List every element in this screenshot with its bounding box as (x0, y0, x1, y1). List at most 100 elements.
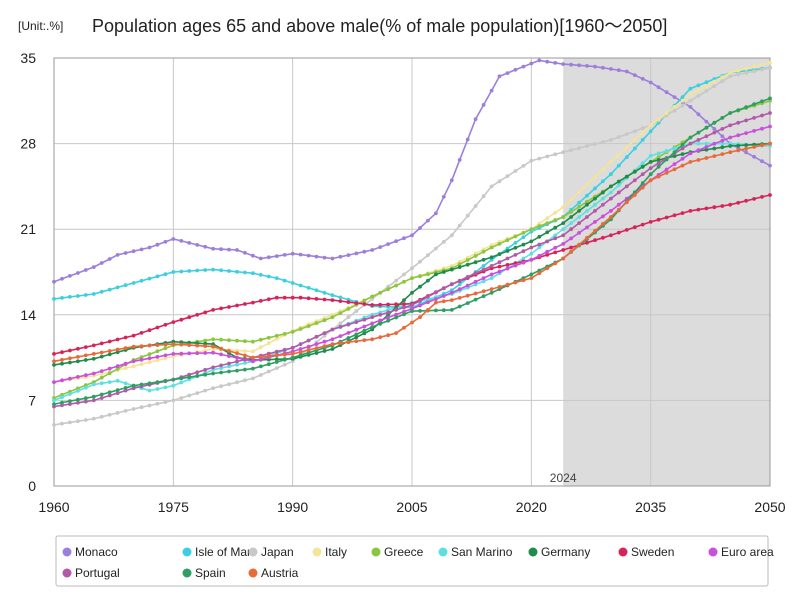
data-point (497, 179, 502, 184)
data-point (314, 334, 319, 339)
legend-marker (62, 568, 72, 578)
data-point (752, 116, 756, 120)
data-point (107, 380, 112, 384)
data-point (258, 273, 263, 277)
data-point (52, 359, 56, 364)
data-point (640, 161, 645, 166)
data-point (656, 161, 661, 166)
data-point (338, 295, 343, 300)
data-point (473, 204, 478, 208)
data-point (402, 272, 406, 277)
data-point (131, 383, 136, 388)
data-point (513, 253, 518, 257)
data-point (418, 259, 422, 264)
data-point (386, 310, 390, 315)
data-point (171, 398, 176, 403)
data-point (99, 372, 104, 376)
data-point (648, 153, 653, 158)
legend-label: Euro area (721, 545, 774, 559)
data-point (322, 339, 327, 344)
data-point (91, 398, 96, 403)
data-point (680, 103, 685, 108)
data-point (227, 305, 231, 309)
data-point (386, 318, 390, 323)
data-point (235, 248, 239, 252)
data-point (585, 199, 589, 204)
data-point (155, 358, 160, 363)
data-point (211, 308, 216, 312)
data-point (537, 234, 542, 239)
data-point (537, 58, 542, 63)
legend-label: Japan (261, 545, 294, 559)
data-point (473, 279, 478, 284)
data-point (736, 133, 741, 138)
data-point (266, 341, 271, 346)
data-point (426, 272, 430, 277)
data-point (155, 380, 160, 384)
data-point (314, 351, 319, 355)
data-point (664, 215, 669, 220)
data-point (243, 270, 247, 275)
data-point (624, 200, 629, 205)
data-point (290, 352, 295, 356)
data-point (290, 355, 295, 360)
data-point (577, 209, 581, 213)
data-point (704, 89, 709, 93)
data-point (601, 179, 605, 184)
data-point (243, 361, 247, 365)
data-point (354, 309, 359, 313)
data-point (720, 152, 725, 157)
data-point (553, 218, 558, 222)
legend-label: Austria (261, 566, 299, 580)
data-point (107, 393, 112, 398)
data-point (609, 196, 613, 201)
data-point (688, 151, 693, 156)
data-point (664, 157, 669, 162)
data-point (680, 95, 685, 99)
data-point (481, 276, 486, 280)
data-point (465, 283, 470, 288)
data-point (370, 303, 375, 307)
data-point (107, 352, 112, 357)
data-point (298, 347, 303, 351)
data-point (115, 337, 120, 342)
data-point (76, 419, 80, 424)
data-point (768, 141, 772, 146)
data-point (545, 253, 550, 257)
data-point (235, 355, 239, 360)
data-point (243, 357, 247, 362)
data-point (362, 324, 367, 329)
x-tick-label: 2020 (516, 499, 547, 515)
data-point (624, 174, 629, 179)
data-point (362, 298, 367, 303)
data-point (712, 146, 717, 151)
data-point (370, 337, 375, 342)
projection-year-label: 2024 (550, 471, 577, 485)
data-point (664, 149, 669, 153)
data-point (728, 202, 733, 207)
data-point (609, 138, 613, 142)
data-point (266, 369, 271, 374)
data-point (426, 308, 430, 312)
data-point (752, 145, 756, 149)
data-point (322, 333, 327, 338)
data-point (386, 333, 390, 338)
data-point (696, 148, 701, 153)
data-point (760, 113, 764, 118)
data-point (457, 262, 462, 267)
data-point (68, 348, 72, 353)
data-point (243, 339, 247, 344)
data-point (616, 163, 621, 168)
data-point (513, 263, 518, 268)
data-point (553, 152, 558, 157)
data-point (131, 249, 136, 254)
data-point (569, 227, 573, 232)
legend-item: Euro area (708, 545, 774, 559)
data-point (497, 252, 502, 256)
data-point (616, 179, 621, 184)
data-point (577, 63, 581, 68)
data-point (441, 194, 446, 199)
data-point (704, 84, 709, 88)
data-point (338, 334, 343, 338)
data-point (418, 309, 422, 313)
